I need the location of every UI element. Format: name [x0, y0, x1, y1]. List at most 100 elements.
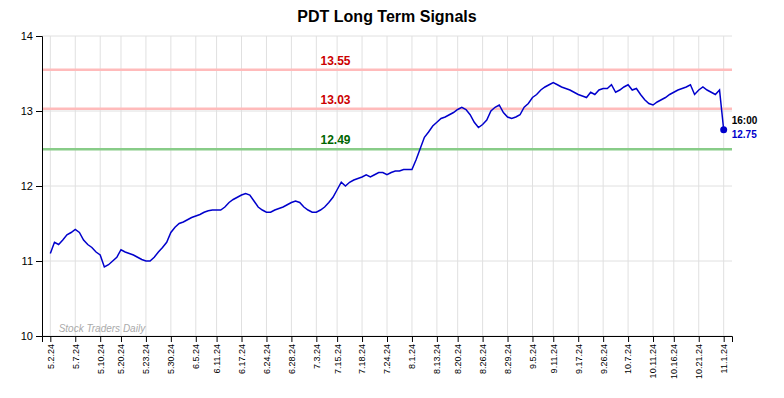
tick-mark — [266, 336, 267, 342]
grid-line — [241, 36, 242, 336]
grid-line — [337, 36, 338, 336]
tick: 9.11.24 — [549, 336, 559, 373]
tick-mark — [437, 336, 438, 342]
tick: 11 — [22, 255, 42, 267]
end-value-label: 12.75 — [732, 129, 757, 140]
tick-mark — [412, 336, 413, 342]
tick-mark — [653, 336, 654, 342]
grid-line — [482, 36, 483, 336]
tick-label: 11 — [22, 255, 33, 267]
tick-mark — [171, 336, 172, 342]
plot-area — [42, 70, 732, 267]
title: PDT Long Term Signals — [297, 8, 476, 25]
tick-mark — [100, 336, 101, 342]
tick-mark — [674, 336, 675, 342]
tick: 5.10.24 — [96, 336, 106, 374]
tick: 5.7.24 — [71, 336, 81, 369]
reference-line — [42, 108, 732, 111]
reference-line — [42, 148, 732, 151]
tick: 9.26.24 — [599, 336, 609, 374]
grid-line — [170, 36, 171, 336]
grid-line — [50, 36, 51, 336]
tick-label: 8.29.24 — [503, 344, 513, 374]
grid-line — [195, 36, 196, 336]
tick-mark — [242, 336, 243, 342]
tick: 8.1.24 — [407, 336, 417, 369]
tick: 5.2.24 — [46, 336, 56, 369]
tick-label: 6.11.24 — [212, 344, 222, 373]
end-label: 16:00 — [732, 115, 758, 126]
tick-label: 10 — [21, 330, 33, 342]
tick-mark — [36, 111, 42, 112]
grid-line — [436, 36, 437, 336]
tick-mark — [362, 336, 363, 342]
tick: 13 — [21, 105, 42, 117]
tick-mark — [291, 336, 292, 342]
tick-mark — [36, 261, 42, 262]
tick-label: 8.20.24 — [453, 344, 463, 374]
tick: 6.17.24 — [237, 336, 247, 374]
grid — [42, 36, 732, 336]
tick-label: 6.24.24 — [262, 344, 272, 374]
tick-mark — [36, 36, 42, 37]
grid-line — [603, 36, 604, 336]
tick-label: 8.13.24 — [432, 344, 442, 374]
tick-mark — [387, 336, 388, 342]
tick: 10.7.24 — [623, 336, 633, 374]
tick-mark — [553, 336, 554, 342]
grid-line — [553, 36, 554, 336]
tick-label: 5.7.24 — [71, 344, 81, 369]
grid-line — [532, 36, 533, 336]
tick: 12 — [21, 180, 42, 192]
chart: 10 11 12 13 14 5.2.24 5.7.24 5.10.24 5.20.24 5.23… — [0, 0, 784, 398]
tick-label: 13 — [21, 105, 33, 117]
tick-label: 9.26.24 — [599, 344, 609, 374]
tick-mark — [121, 336, 122, 342]
tick: 7.24.24 — [382, 336, 392, 374]
tick: 8.13.24 — [432, 336, 442, 374]
grid-line — [316, 36, 317, 336]
tick-mark — [316, 336, 317, 342]
tick: 10.11.24 — [648, 336, 658, 378]
tick: 5.20.24 — [116, 336, 126, 374]
axis-line — [43, 337, 733, 343]
tick-label: 8.1.24 — [407, 344, 417, 369]
tick: 7.18.24 — [357, 336, 367, 374]
grid-line — [628, 36, 629, 336]
grid-line — [698, 36, 699, 336]
axis-line — [36, 37, 43, 337]
tick-label: 6.28.24 — [287, 344, 297, 374]
tick-label: 6.5.24 — [191, 344, 201, 369]
tick: 5.23.24 — [141, 336, 151, 374]
tick: 14 — [21, 30, 42, 42]
grid-line — [362, 36, 363, 336]
tick: 7.15.24 — [333, 336, 343, 374]
tick-mark — [532, 336, 533, 342]
reference-label: 12.49 — [320, 133, 350, 147]
grid-line — [578, 36, 579, 336]
tick-label: 10.11.24 — [648, 344, 658, 378]
tick-mark — [458, 336, 459, 342]
tick: 10.21.24 — [694, 336, 704, 379]
grid-line — [266, 36, 267, 336]
tick-mark — [146, 336, 147, 342]
tick-label: 10.16.24 — [669, 344, 679, 379]
tick: 7.3.24 — [312, 336, 322, 369]
grid-line — [145, 36, 146, 336]
grid-line — [653, 36, 654, 336]
reference-label: 13.03 — [320, 93, 350, 107]
tick-mark — [724, 336, 725, 342]
tick-mark — [628, 336, 629, 342]
end-dot — [720, 126, 727, 133]
tick-label: 10.7.24 — [623, 344, 633, 374]
x-axis: 5.2.245.7.245.10.245.20.245.23.245.30.24… — [43, 336, 733, 379]
tick-label: 10.21.24 — [694, 344, 704, 379]
tick: 9.17.24 — [574, 336, 584, 374]
tick-mark — [699, 336, 700, 342]
tick-label: 9.5.24 — [528, 344, 538, 369]
tick-mark — [603, 336, 604, 342]
tick: 10.16.24 — [669, 336, 679, 379]
grid-line — [291, 36, 292, 336]
tick-mark — [337, 336, 338, 342]
tick-label: 5.20.24 — [116, 344, 126, 374]
